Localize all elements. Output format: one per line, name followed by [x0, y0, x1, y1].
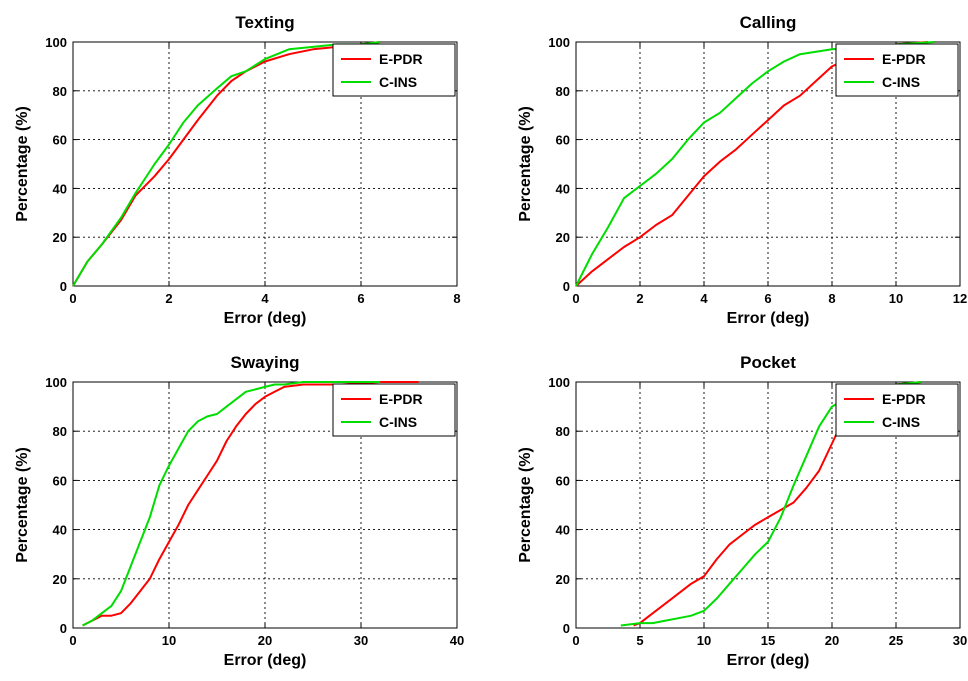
y-axis-label: Percentage (%)	[517, 106, 534, 222]
x-tick-label: 4	[261, 291, 269, 306]
legend-label: C-INS	[882, 414, 920, 430]
y-tick-label: 80	[556, 424, 570, 439]
series-line-e-pdr	[82, 381, 419, 627]
y-tick-label: 20	[556, 572, 570, 587]
legend-label: E-PDR	[379, 51, 423, 67]
x-axis-label: Error (deg)	[727, 652, 810, 669]
legend-box	[332, 383, 456, 437]
legend-label: C-INS	[379, 414, 417, 430]
x-tick-label: 20	[258, 633, 272, 648]
x-tick-label: 8	[828, 291, 835, 306]
y-tick-label: 40	[556, 181, 570, 196]
legend: E-PDR C-INS	[332, 43, 456, 97]
chart-panel-4: 0 5 10 15 20 25 30 0 20 40 60 80 100 E-PDR C-INS Pocket…	[517, 353, 967, 669]
x-tick-label: 25	[889, 633, 903, 648]
x-tick-label: 2	[165, 291, 172, 306]
legend: E-PDR C-INS	[835, 43, 959, 97]
y-axis-label: Percentage (%)	[517, 447, 534, 563]
y-tick-label: 20	[53, 230, 67, 245]
legend-label: E-PDR	[379, 391, 423, 407]
y-tick-label: 0	[563, 621, 570, 636]
y-tick-label: 20	[556, 230, 570, 245]
legend: E-PDR C-INS	[332, 383, 456, 437]
series-line-e-pdr	[72, 41, 381, 287]
y-tick-label: 60	[556, 473, 570, 488]
x-tick-label: 40	[450, 633, 464, 648]
legend-label: C-INS	[882, 74, 920, 90]
y-axis-label: Percentage (%)	[14, 447, 31, 563]
x-tick-label: 30	[354, 633, 368, 648]
y-tick-label: 0	[563, 279, 570, 294]
chart-title: Pocket	[740, 353, 796, 372]
x-tick-label: 0	[572, 291, 579, 306]
series-line-c-ins	[82, 381, 381, 627]
y-tick-label: 60	[53, 473, 67, 488]
x-tick-label: 8	[453, 291, 460, 306]
x-tick-label: 30	[953, 633, 967, 648]
legend-label: E-PDR	[882, 51, 926, 67]
x-tick-label: 15	[761, 633, 775, 648]
chart-panel-2: 0 2 4 6 8 10 12 0 20 40 60 80 100 E-PDR C-INS Calling Er…	[517, 13, 967, 327]
y-tick-label: 100	[45, 375, 67, 390]
y-tick-label: 100	[45, 35, 67, 50]
y-tick-label: 40	[53, 181, 67, 196]
chart-title: Texting	[235, 13, 294, 32]
chart-title: Calling	[740, 13, 797, 32]
y-tick-label: 100	[548, 375, 570, 390]
chart-title: Swaying	[231, 353, 300, 372]
y-tick-label: 0	[60, 621, 67, 636]
y-tick-label: 80	[53, 84, 67, 99]
chart-panel-1: 0 2 4 6 8020406080100E-PDRC-INSTextingError …	[14, 13, 461, 327]
legend-box	[835, 43, 959, 97]
x-tick-label: 6	[764, 291, 771, 306]
y-tick-label: 0	[60, 279, 67, 294]
x-tick-label: 0	[572, 633, 579, 648]
y-tick-label: 60	[556, 133, 570, 148]
x-tick-label: 0	[69, 291, 76, 306]
x-tick-label: 0	[69, 633, 76, 648]
x-axis-label: Error (deg)	[224, 310, 307, 327]
x-tick-label: 10	[697, 633, 711, 648]
legend-label: E-PDR	[882, 391, 926, 407]
y-tick-label: 20	[53, 572, 67, 587]
y-tick-label: 80	[53, 424, 67, 439]
chart-panel-3: 0 10 20 30 40 0 20 40 60 80 100 E-PDR C-INS Swaying Er…	[14, 353, 464, 669]
x-axis-label: Error (deg)	[224, 652, 307, 669]
x-axis-label: Error (deg)	[727, 310, 810, 327]
y-tick-label: 100	[548, 35, 570, 50]
y-tick-label: 80	[556, 84, 570, 99]
x-tick-label: 20	[825, 633, 839, 648]
x-tick-label: 4	[700, 291, 708, 306]
x-tick-label: 10	[162, 633, 176, 648]
legend-box	[332, 43, 456, 97]
x-tick-label: 6	[357, 291, 364, 306]
legend-box	[835, 383, 959, 437]
x-tick-label: 5	[636, 633, 643, 648]
y-tick-label: 40	[556, 523, 570, 538]
x-tick-label: 10	[889, 291, 903, 306]
legend-label: C-INS	[379, 74, 417, 90]
x-tick-label: 2	[636, 291, 643, 306]
series-line-c-ins	[575, 41, 935, 287]
x-tick-label: 12	[953, 291, 967, 306]
y-tick-label: 60	[53, 133, 67, 148]
y-axis-label: Percentage (%)	[14, 106, 31, 222]
series-line-c-ins	[72, 41, 381, 287]
legend: E-PDR C-INS	[835, 383, 959, 437]
y-tick-label: 40	[53, 523, 67, 538]
